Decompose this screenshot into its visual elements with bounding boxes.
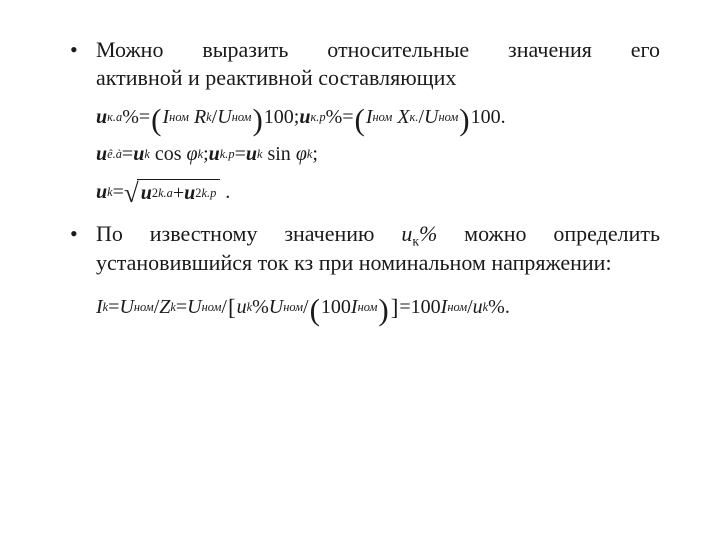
equation-block-2: I k = U ном / Z k = U ном / [ u k % U но… <box>70 295 660 320</box>
eq1-sub-kp1: к.р <box>310 110 325 126</box>
sqrt-symbol: √ <box>124 183 139 205</box>
eq2-sub2: k.p <box>220 147 235 163</box>
eq2-cos: cos <box>155 142 182 167</box>
eq1-Inom2: I <box>366 105 373 130</box>
eq1-pct1: % <box>122 105 139 130</box>
eq3-u1: u <box>141 181 152 206</box>
eq3-sub2: k.р <box>201 186 216 202</box>
para1-line1: Можно выразить относительные значения ег… <box>96 36 660 64</box>
eq1-R: R <box>194 105 206 130</box>
eq4-sub-nom2: ном <box>202 300 222 316</box>
eq1-Inom1: I <box>163 105 170 130</box>
para1-line2: активной и реактивной составляющих <box>96 64 660 92</box>
eq4-sub-nom4: ном <box>358 300 378 316</box>
bullet-marker-2: • <box>70 220 96 277</box>
eq4-U3: U <box>269 295 283 320</box>
eq4-100a: 100 <box>321 295 351 320</box>
para2-var: u <box>401 221 412 246</box>
eq1-sub-kdot: к. <box>410 110 419 126</box>
eq1-sub-nom3: ном <box>373 110 393 126</box>
eq4-Ik: I <box>96 295 103 320</box>
eq2-phi1: φ <box>187 142 198 167</box>
eq4-eq3: = <box>399 295 410 320</box>
slide-page: • Можно выразить относительные значения … <box>0 0 720 540</box>
eq1-pct2: % <box>326 105 343 130</box>
eq4-Z: Z <box>159 295 170 320</box>
eq4-sub-nom5: ном <box>447 300 467 316</box>
eq1-Unom2: U <box>424 105 438 130</box>
bullet-1-text: Можно выразить относительные значения ег… <box>96 36 660 91</box>
eq4-pct1: % <box>252 295 269 320</box>
eq3-dot: . <box>225 180 230 205</box>
eq4: I k = U ном / Z k = U ном / [ u k % U но… <box>96 295 660 320</box>
eq2-sub1: ê.à <box>107 147 122 163</box>
eq2-u1: u <box>96 142 107 167</box>
eq3-u2: u <box>184 181 195 206</box>
eq3-plus: + <box>173 181 184 206</box>
eq1: u к.а % = ( I ном R k / U ном ) 100 ; u … <box>96 105 660 130</box>
bullet-2-text: По известному значению uк% можно определ… <box>96 220 660 277</box>
para2-sub: к <box>412 233 419 248</box>
eq3: u k = √ u 2 k.a + u 2 k.р . <box>96 179 660 206</box>
bullet-2: • По известному значению uк% можно опред… <box>70 220 660 277</box>
eq1-u1: u <box>96 105 107 130</box>
eq4-100b: 100 <box>411 295 441 320</box>
eq2-u3: u <box>209 142 220 167</box>
eq1-100b: 100 <box>471 105 501 130</box>
eq1-eq2: = <box>342 105 353 130</box>
eq2-u4: u <box>246 142 257 167</box>
eq1-100a: 100 <box>264 105 294 130</box>
eq2-eq1: = <box>122 142 133 167</box>
bullet-1: • Можно выразить относительные значения … <box>70 36 660 91</box>
eq4-u1: u <box>237 295 247 320</box>
eq4-sub-nom1: ном <box>134 300 154 316</box>
eq2-sin: sin <box>267 142 290 167</box>
eq3-u: u <box>96 180 107 205</box>
eq4-I2: I <box>441 295 448 320</box>
eq4-U2: U <box>187 295 201 320</box>
eq4-u2: u <box>473 295 483 320</box>
eq4-dot: . <box>505 295 510 320</box>
eq3-eq: = <box>113 180 124 205</box>
eq4-sl3: / <box>303 295 309 320</box>
para2-pct: % <box>419 221 437 246</box>
equation-block-1: u к.а % = ( I ном R k / U ном ) 100 ; u … <box>70 105 660 206</box>
eq4-eq1: = <box>108 295 119 320</box>
sqrt-radicand: u 2 k.a + u 2 k.р <box>137 179 221 206</box>
eq1-dot: . <box>501 105 506 130</box>
bullet-marker: • <box>70 36 96 91</box>
eq4-pct2: % <box>488 295 505 320</box>
eq3-sub1: k.a <box>158 186 173 202</box>
eq4-sub-nom3: ном <box>283 300 303 316</box>
eq1-eq1: = <box>139 105 150 130</box>
eq1-sub-nom1: ном <box>169 110 189 126</box>
eq4-eq2: = <box>176 295 187 320</box>
eq2-semi2: ; <box>312 142 318 167</box>
eq2-u2: u <box>133 142 144 167</box>
eq2-phi2: φ <box>296 142 307 167</box>
eq1-sub-ka1: к.а <box>107 110 122 126</box>
eq4-sl2: / <box>221 295 227 320</box>
eq1-sub-nom4: ном <box>438 110 458 126</box>
eq2-eq2: = <box>235 142 246 167</box>
sqrt: √ u 2 k.a + u 2 k.р <box>124 179 220 206</box>
eq1-sub-nom2: ном <box>232 110 252 126</box>
eq1-u2: u <box>299 105 310 130</box>
eq4-U1: U <box>119 295 133 320</box>
eq1-X: X <box>397 105 409 130</box>
para2-pre: По известному значению <box>96 221 401 246</box>
eq2: u ê.à = u k cos φ k ; u k.p = u k sin φ … <box>96 142 660 167</box>
eq4-I1: I <box>351 295 358 320</box>
eq1-Unom1: U <box>217 105 231 130</box>
